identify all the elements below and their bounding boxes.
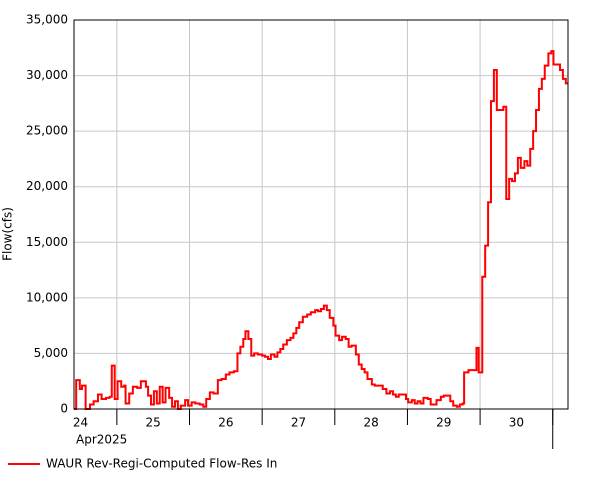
legend-label: WAUR Rev-Regi-Computed Flow-Res In	[46, 457, 277, 471]
x-tick-label: 26	[218, 416, 233, 430]
x-tick-label: 24	[73, 416, 88, 430]
y-tick-label: 15,000	[26, 235, 68, 249]
data-line	[74, 50, 568, 410]
y-axis-label: Flow(cfs)	[1, 207, 15, 261]
plot-area	[74, 20, 568, 409]
y-tick-label: 10,000	[26, 290, 68, 304]
plot-frame	[73, 19, 569, 410]
x-tick-label: 29	[436, 416, 451, 430]
x-tick-label: 30	[509, 416, 524, 430]
y-tick-label: 35,000	[26, 13, 68, 27]
y-tick-label: 20,000	[26, 179, 68, 193]
y-tick-label: 25,000	[26, 124, 68, 138]
x-tick-label: 25	[146, 416, 161, 430]
y-tick-label: 0	[60, 402, 68, 416]
x-sublabel: Apr2025	[76, 433, 127, 447]
x-tick-label: 27	[291, 416, 306, 430]
x-tick-label: 28	[363, 416, 378, 430]
y-tick-label: 30,000	[26, 68, 68, 82]
y-tick-label: 5,000	[34, 346, 68, 360]
